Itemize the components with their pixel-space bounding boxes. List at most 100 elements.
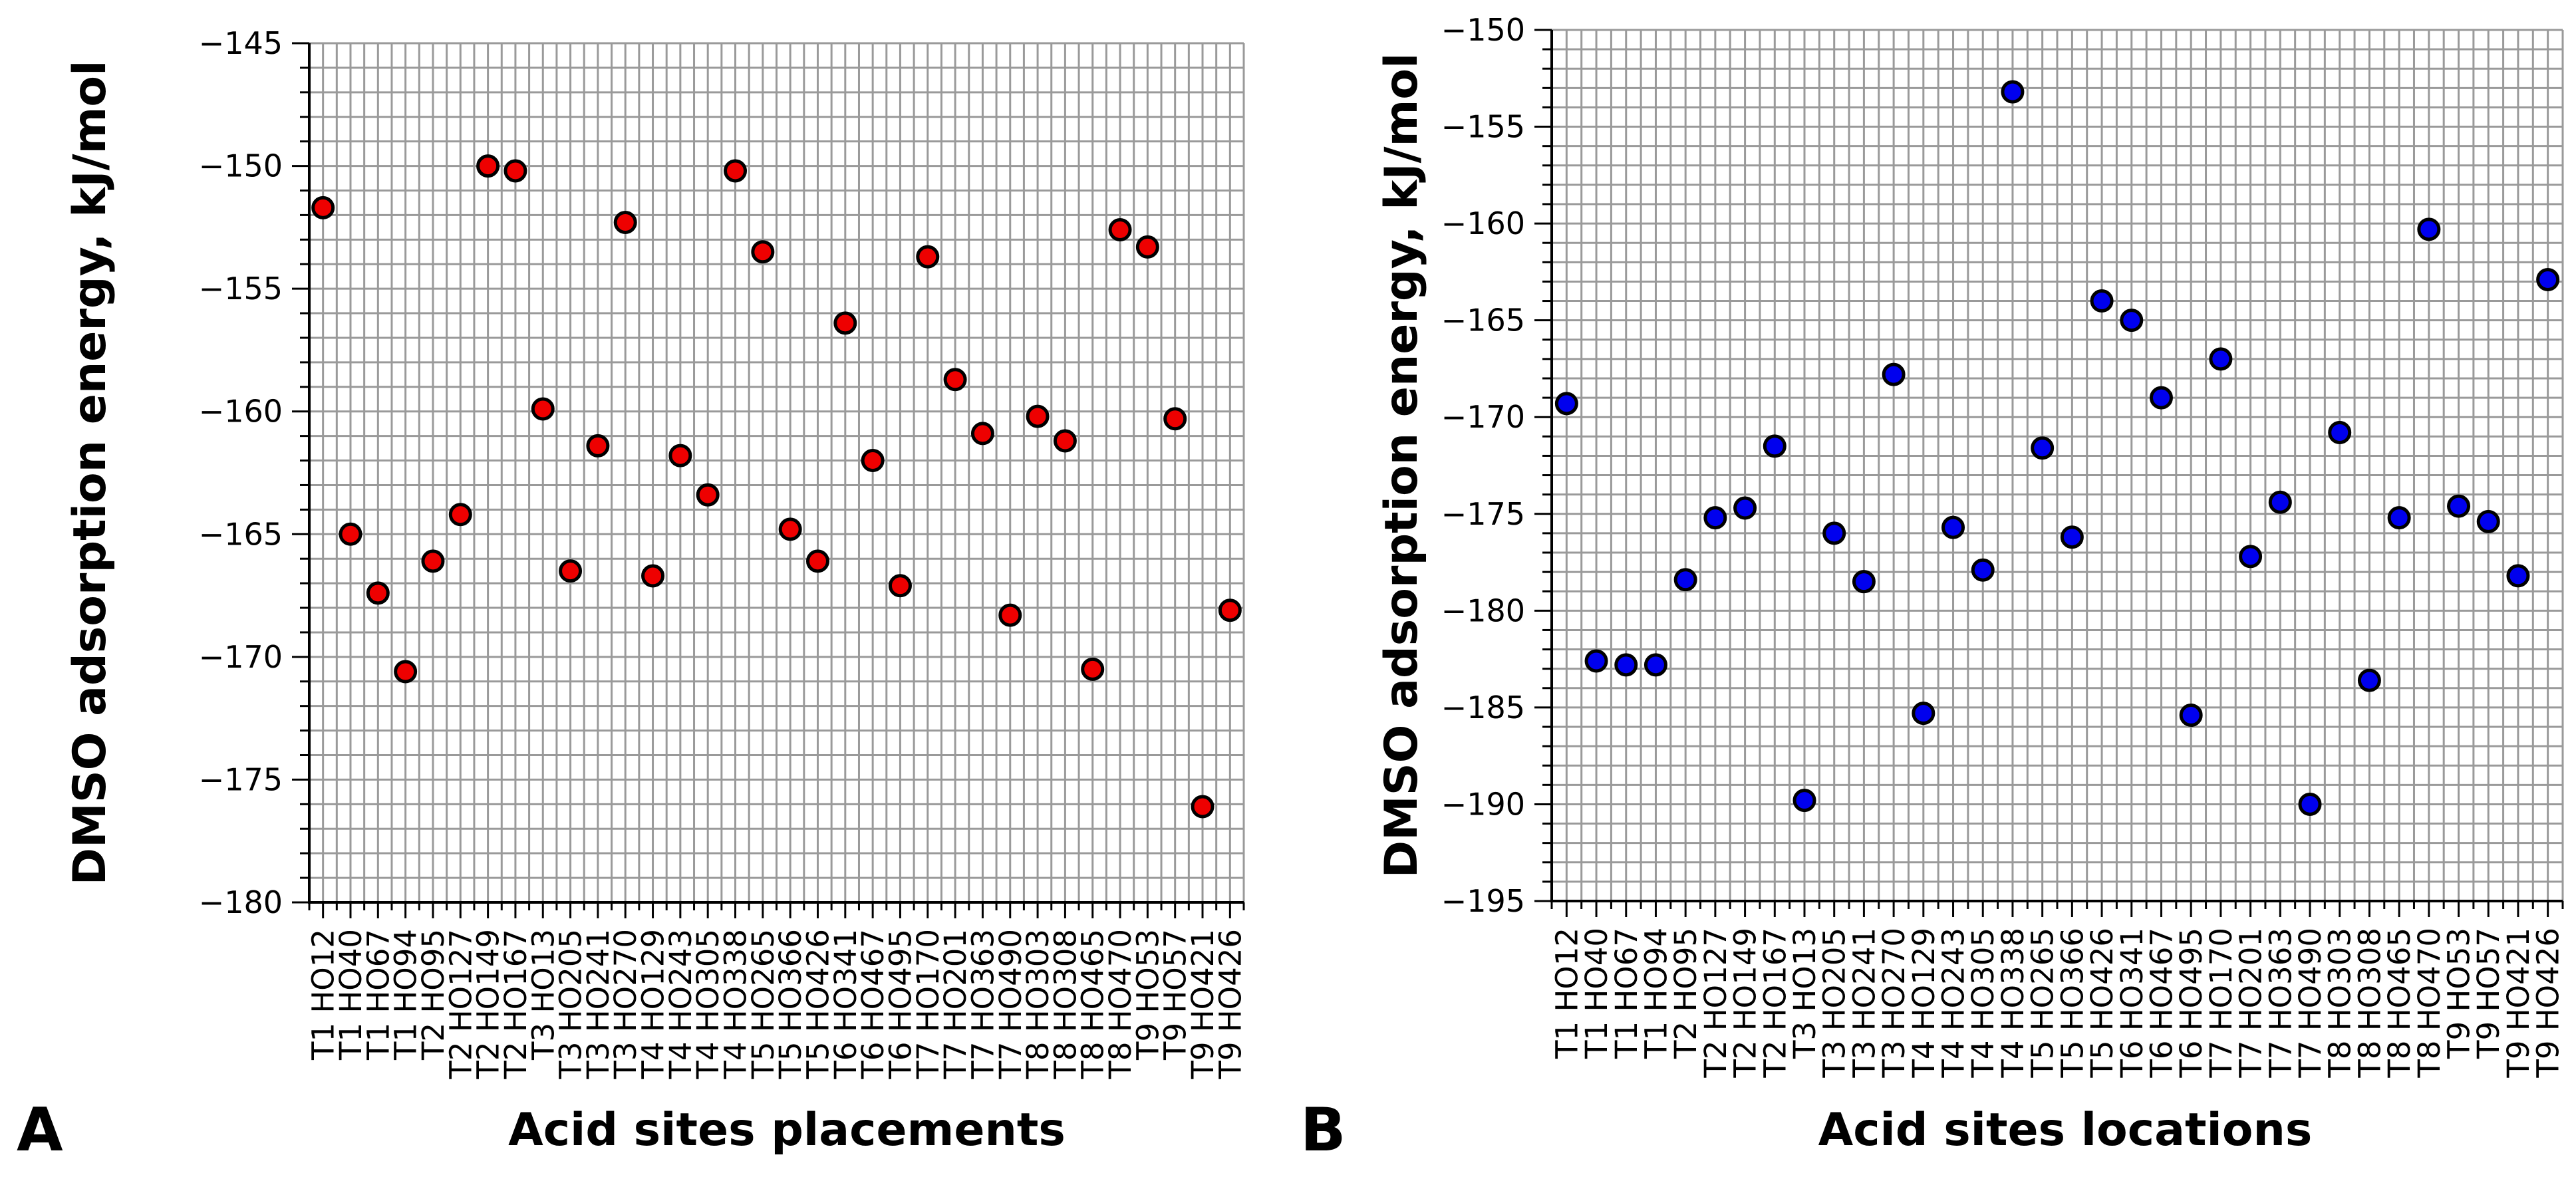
- data-point[interactable]: [751, 240, 775, 264]
- data-point[interactable]: [448, 503, 472, 527]
- data-point[interactable]: [339, 522, 362, 546]
- x-category-label: T8 HO303: [1020, 929, 1056, 1080]
- data-points-b: [1554, 80, 2560, 816]
- x-category-label: T4 HO129: [636, 929, 671, 1080]
- data-point[interactable]: [1053, 429, 1077, 453]
- data-point[interactable]: [2001, 80, 2025, 104]
- data-point[interactable]: [1163, 407, 1187, 431]
- data-point[interactable]: [1703, 506, 1727, 530]
- data-point[interactable]: [1135, 235, 1159, 259]
- x-category-label: T6 HO341: [2114, 928, 2150, 1079]
- data-point[interactable]: [366, 581, 390, 605]
- x-category-label: T1 HO40: [333, 929, 368, 1061]
- data-point[interactable]: [998, 603, 1022, 627]
- data-point[interactable]: [2268, 490, 2292, 514]
- data-point[interactable]: [2149, 386, 2173, 410]
- x-category-label: T6 HO467: [2144, 928, 2179, 1079]
- data-point[interactable]: [1026, 404, 1050, 428]
- x-category-label: T2 HO167: [1757, 928, 1792, 1079]
- data-point[interactable]: [1644, 653, 1667, 677]
- data-point[interactable]: [2090, 289, 2114, 313]
- data-point[interactable]: [559, 559, 583, 583]
- data-point[interactable]: [1941, 515, 1965, 539]
- x-category-label: T1 HO12: [306, 929, 341, 1061]
- data-point[interactable]: [668, 444, 692, 467]
- data-point[interactable]: [311, 196, 335, 219]
- data-point[interactable]: [2031, 436, 2055, 460]
- x-category-label: T8 HO465: [1075, 929, 1111, 1080]
- data-point[interactable]: [970, 422, 994, 446]
- x-category-label: T3 HO205: [1817, 928, 1852, 1079]
- x-category-label: T9 HO57: [1158, 929, 1193, 1061]
- data-point[interactable]: [476, 154, 500, 178]
- x-category-label: T5 HO265: [2025, 928, 2061, 1079]
- x-category-label: T3 HO241: [1846, 928, 1882, 1079]
- x-category-label: T3 HO241: [581, 929, 616, 1080]
- data-point[interactable]: [1852, 570, 1876, 594]
- data-point[interactable]: [2239, 545, 2263, 569]
- data-point[interactable]: [1822, 521, 1846, 545]
- data-point[interactable]: [1218, 598, 1242, 622]
- y-tick-label: −150: [199, 148, 283, 184]
- grid-vertical-b: [1550, 30, 2564, 901]
- y-tick-label: −165: [199, 516, 283, 552]
- data-point[interactable]: [2060, 525, 2084, 549]
- x-category-label: T9 HO426: [2531, 928, 2566, 1079]
- data-point[interactable]: [2328, 421, 2352, 445]
- data-point[interactable]: [531, 397, 555, 421]
- data-point[interactable]: [1733, 496, 1757, 520]
- data-point[interactable]: [2417, 217, 2441, 241]
- data-point[interactable]: [2209, 347, 2233, 371]
- x-category-label: T5 HO366: [773, 929, 808, 1080]
- x-category-label: T5 HO426: [2084, 928, 2120, 1079]
- data-point[interactable]: [916, 245, 940, 269]
- data-point[interactable]: [861, 449, 885, 473]
- data-point[interactable]: [641, 564, 665, 588]
- data-point[interactable]: [888, 574, 912, 598]
- data-point[interactable]: [2387, 506, 2411, 530]
- data-point[interactable]: [2506, 564, 2530, 588]
- x-category-label: T2 HO127: [443, 929, 478, 1080]
- data-point[interactable]: [724, 159, 748, 183]
- x-category-label: T7 HO170: [911, 929, 946, 1080]
- data-point[interactable]: [2179, 704, 2203, 727]
- data-point[interactable]: [394, 660, 418, 684]
- data-point[interactable]: [2120, 309, 2144, 332]
- data-point[interactable]: [1792, 789, 1816, 813]
- data-point[interactable]: [1554, 392, 1578, 416]
- data-point[interactable]: [613, 210, 637, 234]
- data-point[interactable]: [503, 159, 527, 183]
- data-point[interactable]: [2357, 668, 2381, 692]
- x-category-label: T7 HO170: [2204, 928, 2239, 1079]
- y-tick-label: −180: [199, 884, 283, 920]
- data-point[interactable]: [833, 311, 857, 335]
- x-category-label: T2 HO149: [1728, 928, 1763, 1079]
- data-point[interactable]: [1971, 558, 1995, 582]
- data-point[interactable]: [1081, 657, 1105, 681]
- data-point[interactable]: [696, 483, 720, 507]
- data-point[interactable]: [778, 517, 802, 541]
- data-point[interactable]: [1882, 362, 1906, 386]
- x-category-label: T3 HO270: [608, 929, 643, 1080]
- x-axis-title-a: Acid sites placements: [508, 1104, 1066, 1156]
- data-point[interactable]: [2447, 494, 2471, 518]
- data-point[interactable]: [421, 549, 445, 573]
- data-point[interactable]: [1108, 218, 1132, 242]
- data-point[interactable]: [2298, 792, 2322, 816]
- x-category-label: T7 HO363: [965, 929, 1000, 1080]
- data-point[interactable]: [1912, 702, 1935, 725]
- data-point[interactable]: [2476, 509, 2500, 533]
- x-category-label: T1 HO94: [1638, 928, 1673, 1059]
- x-category-label: T9 HO421: [2501, 928, 2536, 1079]
- data-point[interactable]: [1673, 568, 1697, 592]
- data-point[interactable]: [943, 368, 967, 392]
- y-tick-label: −185: [1441, 690, 1525, 725]
- data-point[interactable]: [2536, 268, 2560, 292]
- data-point[interactable]: [1614, 653, 1638, 677]
- data-point[interactable]: [1763, 434, 1787, 458]
- data-point[interactable]: [586, 434, 610, 458]
- data-point[interactable]: [1584, 649, 1608, 673]
- data-point[interactable]: [805, 549, 829, 573]
- data-point[interactable]: [1191, 795, 1215, 819]
- data-points-a: [311, 154, 1242, 819]
